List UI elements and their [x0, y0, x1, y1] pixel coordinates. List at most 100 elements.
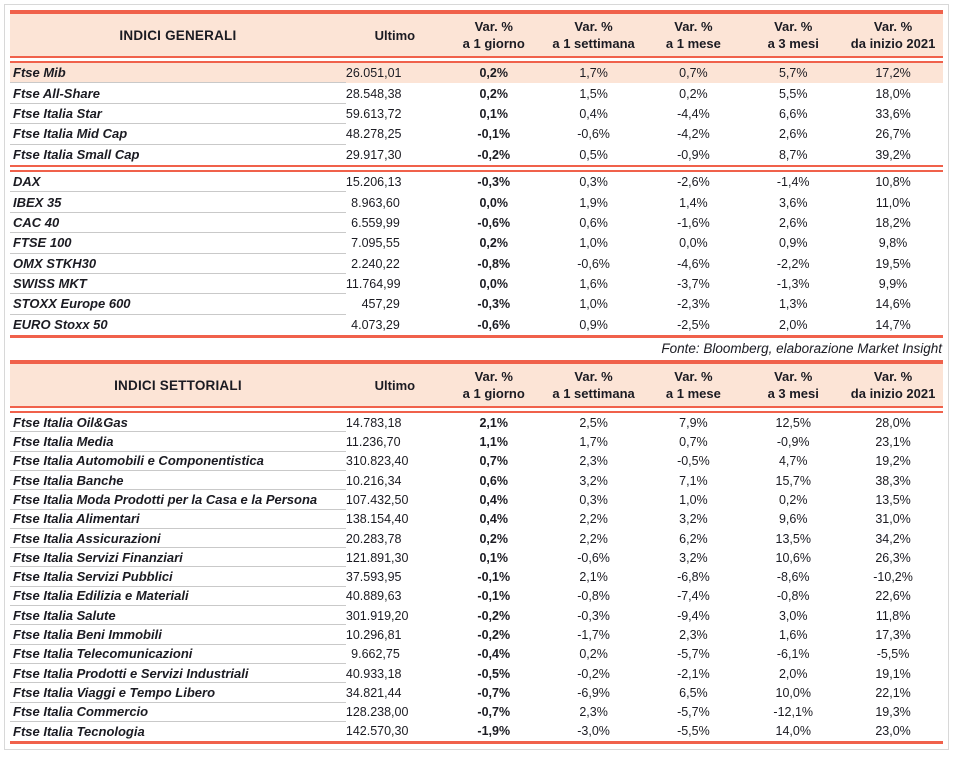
table-top-rule — [10, 360, 943, 365]
value-var-3: 0,2% — [679, 86, 708, 101]
value-var-2: 0,9% — [579, 317, 608, 332]
value-var-5: 18,2% — [875, 215, 911, 230]
table-row: Ftse Italia Viaggi e Tempo Libero 34.821,… — [10, 683, 943, 703]
value-var-1: -0,2% — [477, 147, 511, 162]
index-name: Ftse Italia Salute — [10, 606, 346, 626]
column-header-line2: a 3 mesi — [767, 36, 819, 51]
value-var-1: -0,2% — [477, 627, 511, 642]
table-top-rule — [10, 10, 943, 14]
column-header-line1: Var. % — [474, 19, 513, 34]
value-ultimo: 37.593,95 — [345, 570, 402, 585]
value-var-3: -2,1% — [677, 666, 710, 681]
index-name: Ftse Italia Media — [10, 432, 346, 452]
index-name: Ftse Italia Star — [10, 104, 346, 125]
value-var-4: 2,6% — [778, 127, 808, 142]
column-header-line1: Var. % — [574, 19, 613, 34]
value-var-1: 0,4% — [479, 512, 508, 527]
value-ultimo: 34.821,44 — [345, 685, 402, 700]
value-var-2: 1,5% — [579, 86, 608, 101]
column-header-line2: a 1 settimana — [552, 36, 635, 51]
value-ultimo: 10.296,81 — [345, 627, 402, 642]
value-ultimo: 14.783,18 — [345, 415, 402, 430]
table-row: FTSE 100 7.095,55 0,2% 1,0% 0,0% 0,9% 9,8% — [10, 233, 943, 254]
value-var-4: 0,2% — [778, 492, 808, 507]
index-name: Ftse Italia Tecnologia — [13, 723, 145, 739]
table-row: Ftse Italia Small Cap 29.917,30 -0,2% 0,5% -… — [10, 145, 943, 165]
value-var-5: -5,5% — [876, 647, 910, 662]
value-var-4: 2,0% — [778, 317, 808, 332]
value-var-3: 6,2% — [679, 531, 708, 546]
value-var-2: -0,6% — [577, 127, 610, 142]
value-var-5: 19,1% — [875, 666, 911, 681]
value-ultimo: 26.051,01 — [345, 66, 402, 81]
value-var-3: -4,2% — [677, 127, 710, 142]
value-ultimo: 301.919,20 — [345, 608, 409, 623]
value-var-2: 3,2% — [579, 473, 608, 488]
value-ultimo: 40.933,18 — [345, 666, 402, 681]
column-header-line2: a 1 mese — [665, 36, 721, 51]
value-var-2: 1,6% — [579, 277, 608, 292]
index-name: Ftse Italia Beni Immobili — [10, 625, 346, 645]
value-ultimo: 6.559,99 — [351, 215, 400, 230]
value-var-5: 10,8% — [875, 175, 911, 190]
value-var-1: -0,1% — [477, 570, 511, 585]
value-var-3: -2,6% — [677, 175, 710, 190]
index-name: Ftse Italia Viaggi e Tempo Libero — [10, 683, 346, 703]
value-var-2: 0,2% — [579, 647, 608, 662]
table-indici-generali: INDICI GENERALI Ultimo Var. % a 1 giorno Var… — [10, 10, 943, 360]
value-var-4: 5,7% — [778, 66, 808, 81]
value-var-2: -1,7% — [577, 627, 610, 642]
value-ultimo: 40.889,63 — [345, 589, 402, 604]
value-var-3: -5,5% — [677, 724, 710, 739]
value-var-1: 0,1% — [479, 106, 508, 121]
value-var-3: -1,6% — [677, 215, 710, 230]
column-header-line2: a 1 giorno — [462, 36, 525, 51]
value-var-2: 2,3% — [579, 454, 608, 469]
value-var-2: 1,7% — [579, 66, 608, 81]
table-bottom-rule — [10, 741, 943, 745]
value-var-5: 11,0% — [875, 195, 911, 210]
value-var-4: 0,9% — [778, 236, 808, 251]
index-name: Ftse Italia Alimentari — [10, 510, 346, 529]
index-name: Ftse Italia Banche — [10, 471, 346, 491]
value-var-2: -0,2% — [577, 666, 610, 681]
table-row: Ftse Italia Moda Prodotti per la Casa e … — [10, 490, 943, 510]
table-row: Ftse Italia Automobili e Componentistica… — [10, 452, 943, 471]
value-var-3: 6,5% — [679, 685, 708, 700]
index-name: Ftse Italia Telecomunicazioni — [10, 645, 346, 664]
value-ultimo: 11.236,70 — [345, 435, 401, 450]
value-var-5: 22,1% — [875, 685, 911, 700]
value-var-2: -0,8% — [577, 589, 610, 604]
value-var-2: 0,6% — [579, 215, 608, 230]
index-name: Ftse Italia Edilizia e Materiali — [10, 587, 346, 607]
table-row: STOXX Europe 600 457,29 -0,3% 1,0% -2,3% 1,3%… — [10, 294, 943, 315]
value-var-4: 3,6% — [778, 195, 808, 210]
value-var-1: 0,2% — [479, 236, 508, 251]
index-name: IBEX 35 — [10, 192, 346, 213]
report-page: INDICI GENERALI Ultimo Var. % a 1 giorno Var… — [4, 4, 949, 750]
tables-container: INDICI GENERALI Ultimo Var. % a 1 giorno Var… — [10, 10, 943, 749]
value-var-1: -0,5% — [477, 666, 511, 681]
table-title: INDICI SETTORIALI — [114, 377, 242, 393]
value-var-1: -0,8% — [477, 256, 511, 271]
header-double-rule — [10, 56, 943, 63]
value-var-4: -0,9% — [776, 435, 810, 450]
value-var-4: 6,6% — [778, 106, 808, 121]
index-name: Ftse Italia Servizi Pubblici — [10, 567, 346, 587]
value-var-4: 2,6% — [778, 215, 808, 230]
value-var-1: -0,2% — [477, 608, 511, 623]
value-var-2: 1,7% — [579, 435, 608, 450]
value-var-3: -0,9% — [677, 147, 710, 162]
value-var-3: 3,2% — [679, 512, 708, 527]
index-name: EURO Stoxx 50 — [13, 317, 108, 333]
column-header-line1: Var. % — [674, 19, 713, 34]
value-var-2: 0,4% — [579, 106, 608, 121]
value-var-1: 0,2% — [479, 86, 508, 101]
value-var-1: -0,1% — [477, 589, 511, 604]
value-var-2: 1,0% — [579, 236, 608, 251]
value-ultimo: 121.891,30 — [345, 550, 409, 565]
value-ultimo: 107.432,50 — [345, 492, 409, 507]
table-row: Ftse Italia Servizi Finanziari 121.891,30… — [10, 548, 943, 568]
source-note: Fonte: Bloomberg, elaborazione Market In… — [661, 341, 942, 357]
value-var-3: -3,7% — [677, 277, 710, 292]
